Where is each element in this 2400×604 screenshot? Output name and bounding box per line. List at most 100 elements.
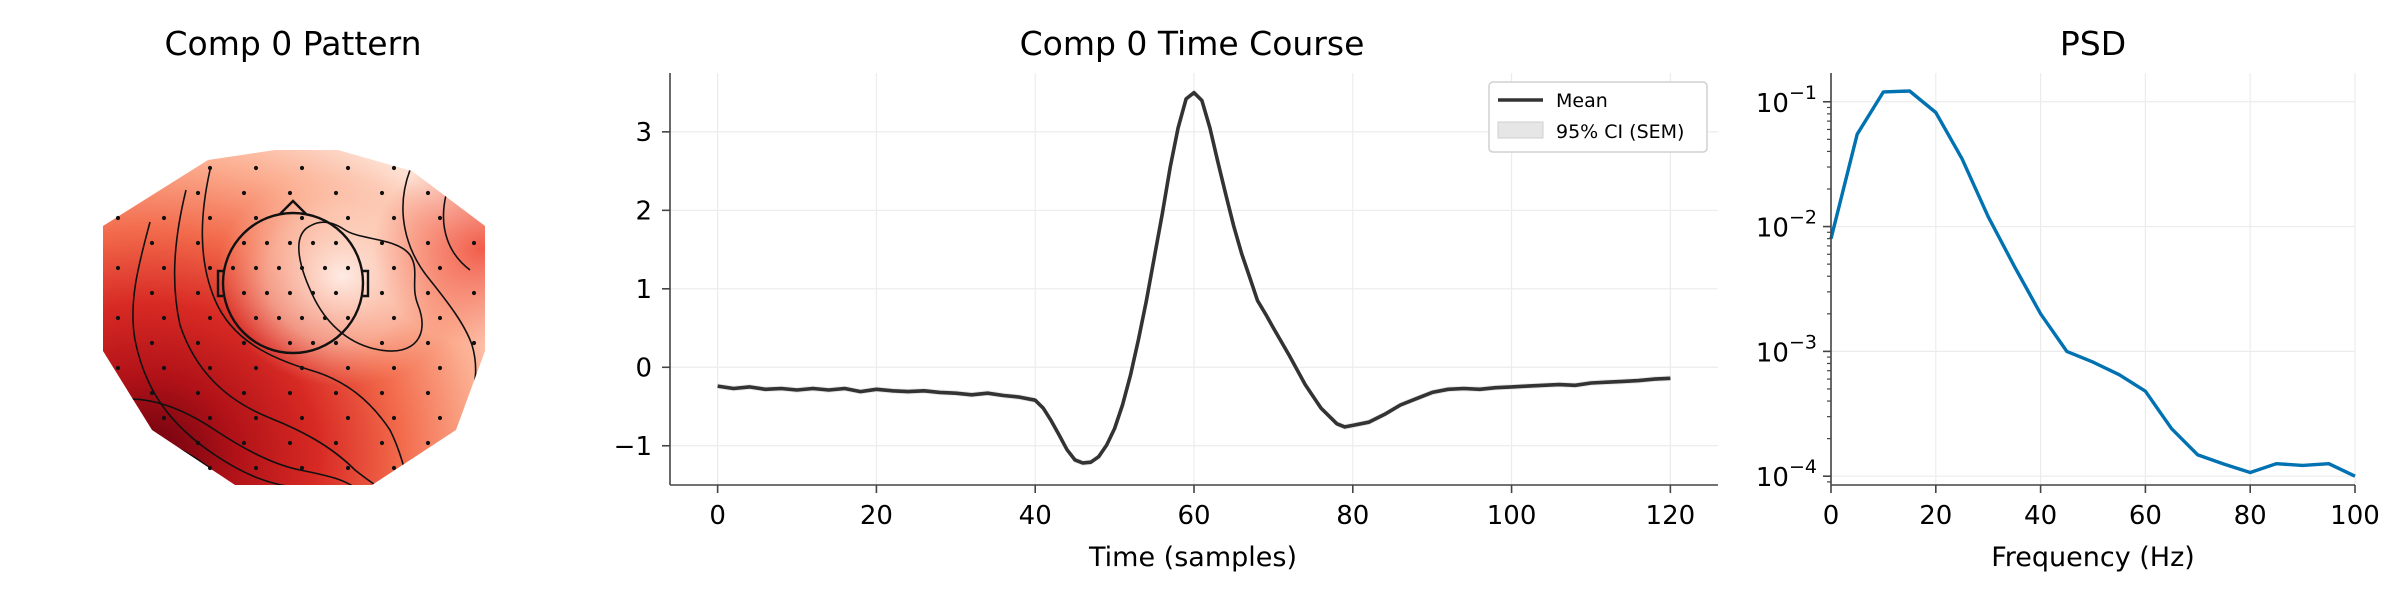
- sensor-dot-90: [437, 415, 443, 421]
- tc-xtick-label-1: 20: [860, 501, 893, 531]
- sensor-dot-42: [241, 290, 247, 296]
- sensor-dot-20: [195, 240, 201, 246]
- sensor-dot-8: [333, 190, 339, 196]
- sensor-dot-30: [161, 265, 167, 271]
- psd-ytick-label-2: 10−2: [1756, 207, 1817, 244]
- psd-x-ticks: 0 20 40 60 80 100: [1823, 485, 2380, 531]
- sensor-dot-29: [115, 265, 121, 271]
- sensor-dot-12: [161, 215, 167, 221]
- sensor-dot-43: [264, 290, 270, 296]
- psd-title: PSD: [2060, 24, 2126, 63]
- sensor-dot-67: [425, 340, 431, 346]
- sensor-dot-6: [241, 190, 247, 196]
- psd-y-ticks: 10−4 10−3 10−2 10−1: [1756, 82, 1831, 493]
- sensor-dots: [115, 165, 477, 471]
- sensor-dot-93: [287, 440, 293, 446]
- sensor-dot-95: [379, 440, 385, 446]
- legend-mean-label: Mean: [1556, 90, 1608, 112]
- timecourse-x-ticks: 0 20 40 60 80 100 120: [709, 485, 1695, 531]
- sensor-dot-63: [287, 340, 293, 346]
- sensor-dot-37: [345, 265, 351, 271]
- sensor-dot-19: [149, 240, 155, 246]
- sensor-dot-53: [253, 315, 259, 321]
- sensor-dot-44: [287, 290, 293, 296]
- sensor-dot-14: [253, 215, 259, 221]
- sensor-dot-16: [345, 215, 351, 221]
- sensor-dot-62: [241, 340, 247, 346]
- sensor-dot-85: [207, 415, 213, 421]
- sensor-dot-22: [264, 240, 270, 246]
- tc-xtick-label-2: 40: [1019, 501, 1052, 531]
- sensor-dot-1: [253, 165, 259, 171]
- sensor-dot-56: [322, 315, 328, 321]
- sensor-dot-91: [195, 440, 201, 446]
- sensor-dot-55: [299, 315, 305, 321]
- tc-ytick-label-2: 1: [635, 275, 652, 305]
- sensor-dot-76: [437, 365, 443, 371]
- sensor-dot-73: [299, 365, 305, 371]
- timecourse-legend: Mean 95% CI (SEM): [1488, 81, 1708, 153]
- sensor-dot-66: [379, 340, 385, 346]
- sensor-dot-35: [299, 265, 305, 271]
- tc-xtick-label-3: 60: [1177, 501, 1210, 531]
- sensor-dot-82: [379, 390, 385, 396]
- psd-xtick-label-1: 20: [1919, 501, 1952, 531]
- timecourse-title: Comp 0 Time Course: [1020, 24, 1365, 63]
- sensor-dot-99: [299, 465, 305, 471]
- sensor-dot-50: [115, 315, 121, 321]
- head-outline: [216, 199, 370, 355]
- tc-ytick-label-0: −1: [614, 432, 652, 462]
- psd-grid: [1830, 73, 2356, 485]
- sensor-dot-81: [333, 390, 339, 396]
- sensor-dot-40: [149, 290, 155, 296]
- sensor-dot-21: [241, 240, 247, 246]
- timecourse-y-ticks: −1 0 1 2 3: [614, 118, 670, 462]
- psd-ytick-label-3: 10−1: [1756, 82, 1817, 119]
- timecourse-x-label: Time (samples): [1088, 542, 1297, 573]
- sensor-dot-70: [161, 365, 167, 371]
- topomap-panel: Comp 0 Pattern: [103, 24, 485, 485]
- psd-xtick-label-4: 80: [2234, 501, 2267, 531]
- sensor-dot-86: [253, 415, 259, 421]
- sensor-dot-54: [276, 315, 282, 321]
- sensor-dot-78: [195, 390, 201, 396]
- psd-ytick-label-1: 10−3: [1756, 331, 1817, 368]
- sensor-dot-71: [207, 365, 213, 371]
- sensor-dot-41: [195, 290, 201, 296]
- sensor-dot-64: [310, 340, 316, 346]
- sensor-dot-79: [241, 390, 247, 396]
- sensor-dot-60: [149, 340, 155, 346]
- legend-ci-swatch: [1497, 121, 1544, 139]
- sensor-dot-61: [195, 340, 201, 346]
- timecourse-grid: [670, 73, 1718, 485]
- sensor-dot-83: [425, 390, 431, 396]
- sensor-dot-96: [425, 440, 431, 446]
- sensor-dot-65: [333, 340, 339, 346]
- timecourse-mean-line: [717, 90, 1671, 465]
- sensor-dot-9: [379, 190, 385, 196]
- sensor-dot-36: [322, 265, 328, 271]
- sensor-dot-2: [299, 165, 305, 171]
- sensor-dot-94: [333, 440, 339, 446]
- sensor-dot-11: [115, 215, 121, 221]
- sensor-dot-72: [253, 365, 259, 371]
- psd-xtick-label-2: 40: [2024, 501, 2057, 531]
- sensor-dot-23: [287, 240, 293, 246]
- psd-xtick-label-5: 100: [2330, 501, 2380, 531]
- sensor-dot-47: [379, 290, 385, 296]
- sensor-dot-17: [391, 215, 397, 221]
- sensor-dot-0: [207, 165, 213, 171]
- psd-xtick-label-0: 0: [1823, 501, 1840, 531]
- tc-xtick-label-0: 0: [709, 501, 726, 531]
- sensor-dot-39: [437, 265, 443, 271]
- sensor-dot-4: [391, 165, 397, 171]
- sensor-dot-49: [471, 290, 477, 296]
- sensor-dot-77: [149, 390, 155, 396]
- sensor-dot-92: [241, 440, 247, 446]
- sensor-dot-52: [207, 315, 213, 321]
- sensor-dot-68: [471, 340, 477, 346]
- psd-panel: PSD 0 20 40 60 80 100 10−4 10−3 10−2 10−1 Freque…: [1756, 24, 2380, 573]
- sensor-dot-51: [161, 315, 167, 321]
- sensor-dot-32: [230, 265, 236, 271]
